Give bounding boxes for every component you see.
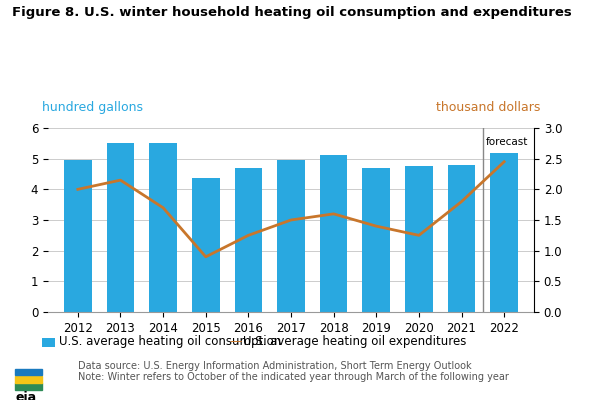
Bar (277, 160, 305, 312)
Bar (320, 155, 347, 312)
Bar (107, 143, 134, 312)
Text: Figure 8. U.S. winter household heating oil consumption and expenditures: Figure 8. U.S. winter household heating … (12, 6, 572, 19)
Text: thousand dollars: thousand dollars (436, 101, 540, 114)
Text: Data source: U.S. Energy Information Administration, Short Term Energy Outlook: Data source: U.S. Energy Information Adm… (78, 361, 472, 371)
Bar (362, 168, 390, 312)
Bar (149, 143, 177, 312)
Text: U.S. average heating oil expenditures: U.S. average heating oil expenditures (243, 335, 466, 348)
Bar (448, 166, 475, 312)
Text: hundred gallons: hundred gallons (42, 101, 143, 114)
Text: U.S. average heating oil consumption: U.S. average heating oil consumption (59, 335, 281, 348)
Bar (490, 152, 518, 312)
Bar (64, 160, 92, 312)
Bar (15, 369, 42, 376)
Bar (15, 383, 42, 390)
Bar (15, 376, 42, 383)
Text: forecast: forecast (485, 136, 528, 146)
Text: —: — (230, 335, 242, 348)
Bar (192, 178, 220, 312)
Text: Note: Winter refers to October of the indicated year through March of the follow: Note: Winter refers to October of the in… (78, 372, 509, 382)
Bar (235, 168, 262, 312)
Text: eia: eia (15, 391, 36, 400)
Bar (405, 166, 433, 312)
